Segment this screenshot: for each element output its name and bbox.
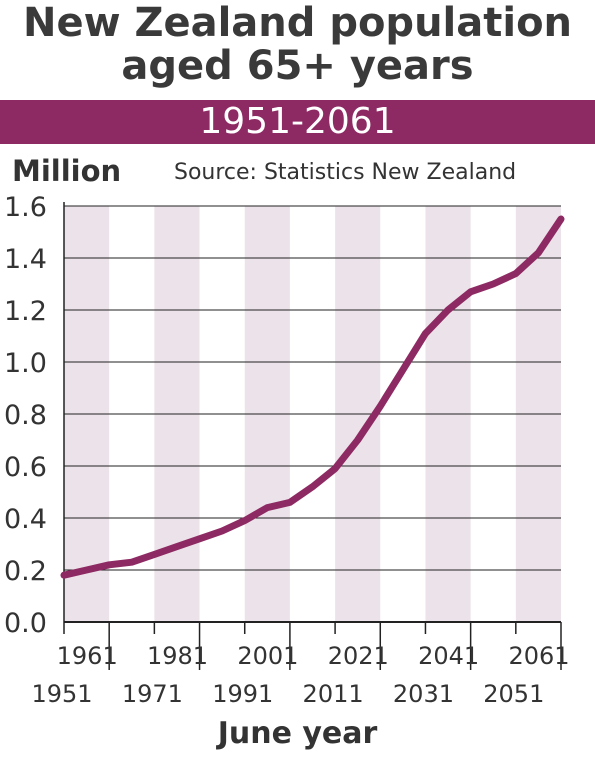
y-tick-label: 0.6 [4,452,47,483]
y-tick-label: 1.0 [4,348,47,379]
x-tick-label: 1981 [147,642,208,670]
x-tick-label: 1991 [212,680,273,708]
title-line-1: New Zealand population [22,0,573,46]
x-tick-label: 1971 [122,680,183,708]
x-tick-label: 2011 [303,680,364,708]
y-tick-label: 0.2 [4,556,47,587]
x-tick-label: 2041 [418,642,479,670]
y-tick-label: 1.6 [4,192,47,223]
x-axis-title: June year [217,716,378,751]
x-tick-label: 2021 [328,642,389,670]
series-line [60,215,565,579]
x-tick-label: 2051 [483,680,544,708]
title-line-2: aged 65+ years [121,43,474,89]
x-tick-label: 1951 [31,680,92,708]
y-tick-label: 0.0 [4,608,47,639]
x-tick-label: 2001 [237,642,298,670]
y-axis-unit: Million [12,154,122,188]
y-tick-label: 0.8 [4,400,47,431]
x-tick-label: 2061 [508,642,569,670]
chart-title: New Zealand population aged 65+ years [0,2,595,88]
source-note: Source: Statistics New Zealand [174,160,517,185]
x-tick-label: 2031 [393,680,454,708]
period-label: 1951-2061 [199,101,396,142]
y-tick-label: 0.4 [4,504,47,535]
x-tick-label: 1961 [57,642,118,670]
period-band [0,100,595,144]
y-tick-label: 1.2 [4,296,47,327]
y-tick-label: 1.4 [4,244,47,275]
